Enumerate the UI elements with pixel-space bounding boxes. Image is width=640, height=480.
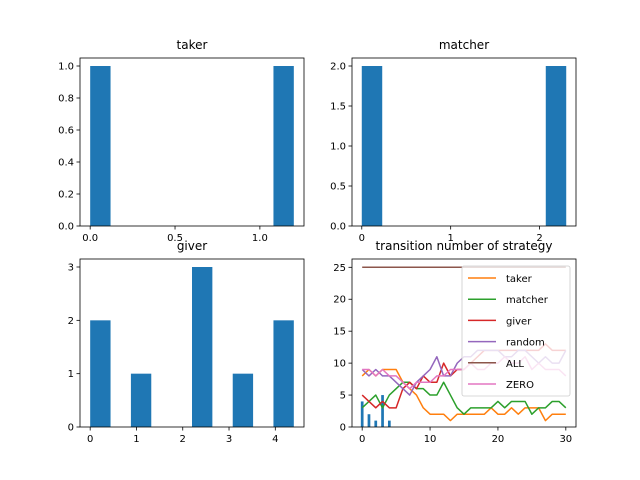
- legend: taker matcher giver random ALL ZERO: [461, 265, 571, 397]
- giver-xtick-label: 4: [272, 434, 278, 445]
- giver-ytick-label: 1: [68, 369, 74, 380]
- giver-subplot: 0 1 2 3 4 0 1 2 3 giver: [68, 239, 305, 445]
- taker-xtick-label: 0.5: [167, 233, 183, 244]
- transition-axes-frame: [351, 258, 577, 428]
- matcher-ytick-label: 0.5: [330, 182, 346, 193]
- giver-bar: [130, 373, 152, 427]
- legend-box: [461, 265, 571, 397]
- legend-label-random: random: [506, 338, 545, 349]
- taker-bar: [273, 66, 294, 226]
- giver-title: giver: [177, 239, 207, 253]
- legend-label-matcher: matcher: [506, 295, 549, 306]
- matcher-ytick-label: 0.0: [330, 222, 346, 233]
- transition-xtick-label: 10: [424, 434, 437, 445]
- matcher-xtick-label: 1: [447, 233, 453, 244]
- matcher-ytick-label: 1.5: [330, 102, 346, 113]
- taker-xtick-label: 1.0: [252, 233, 268, 244]
- taker-ytick-label: 0.6: [58, 126, 74, 137]
- matcher-bar: [361, 66, 383, 226]
- series-line-matcher: [361, 381, 567, 415]
- legend-label-giver: giver: [506, 316, 532, 327]
- transition-overlay-bar: [367, 414, 371, 427]
- taker-xtick-label: 0.0: [82, 233, 98, 244]
- giver-xtick-label: 2: [180, 434, 186, 445]
- transition-overlay-bar: [374, 420, 378, 427]
- legend-label-taker: taker: [506, 274, 533, 285]
- matcher-subplot: 0 1 2 0.0 0.5 1.0 1.5 2.0 matcher: [330, 38, 577, 244]
- transition-overlay-bar: [381, 395, 384, 427]
- matcher-ytick-label: 1.0: [330, 142, 346, 153]
- matcher-axes-frame: [351, 57, 577, 227]
- matcher-xtick-label: 0: [359, 233, 365, 244]
- giver-xtick-label: 3: [226, 434, 232, 445]
- transition-overlay-bar: [360, 401, 364, 427]
- giver-ytick-label: 2: [68, 316, 74, 327]
- taker-ytick-label: 0.2: [58, 190, 74, 201]
- legend-label-zero: ZERO: [506, 380, 534, 391]
- taker-axes-frame: [79, 57, 305, 227]
- matcher-title: matcher: [439, 38, 489, 52]
- taker-title: taker: [177, 38, 208, 52]
- legend-label-all: ALL: [506, 359, 524, 370]
- taker-ytick-label: 1.0: [58, 62, 74, 73]
- transition-xtick-label: 0: [359, 434, 365, 445]
- transition-xtick-label: 30: [559, 434, 572, 445]
- transition-overlay-bar: [387, 420, 391, 427]
- transition-ytick-label: 0: [340, 423, 346, 434]
- transition-ytick-label: 25: [333, 263, 346, 274]
- transition-subplot: 0 10 20 30 0 5 10 15 20 25 transition number of st…: [333, 239, 577, 445]
- giver-axes-frame: [79, 258, 305, 428]
- transition-ytick-label: 10: [333, 359, 346, 370]
- giver-bar: [232, 373, 254, 427]
- transition-ytick-label: 15: [333, 327, 346, 338]
- matcher-xtick-label: 2: [536, 233, 542, 244]
- giver-bar: [273, 320, 294, 427]
- transition-ytick-label: 20: [333, 295, 346, 306]
- giver-bar: [192, 267, 213, 427]
- giver-ytick-label: 3: [68, 263, 74, 274]
- transition-xtick-label: 20: [492, 434, 505, 445]
- giver-xtick-label: 1: [133, 434, 139, 445]
- transition-ytick-label: 5: [340, 391, 346, 402]
- taker-bar: [90, 66, 111, 226]
- giver-xtick-label: 0: [87, 434, 93, 445]
- giver-ytick-label: 0: [68, 423, 74, 434]
- taker-ytick-label: 0.4: [58, 158, 74, 169]
- matcher-bar: [545, 66, 567, 226]
- transition-title: transition number of strategy: [375, 239, 552, 253]
- taker-ytick-label: 0.0: [58, 222, 74, 233]
- taker-ytick-label: 0.8: [58, 94, 74, 105]
- matcher-ytick-label: 2.0: [330, 62, 346, 73]
- giver-bar: [90, 320, 111, 427]
- taker-subplot: 0.0 0.5 1.0 0.0 0.2 0.4 0.6 0.8 1.0 taker: [58, 38, 305, 244]
